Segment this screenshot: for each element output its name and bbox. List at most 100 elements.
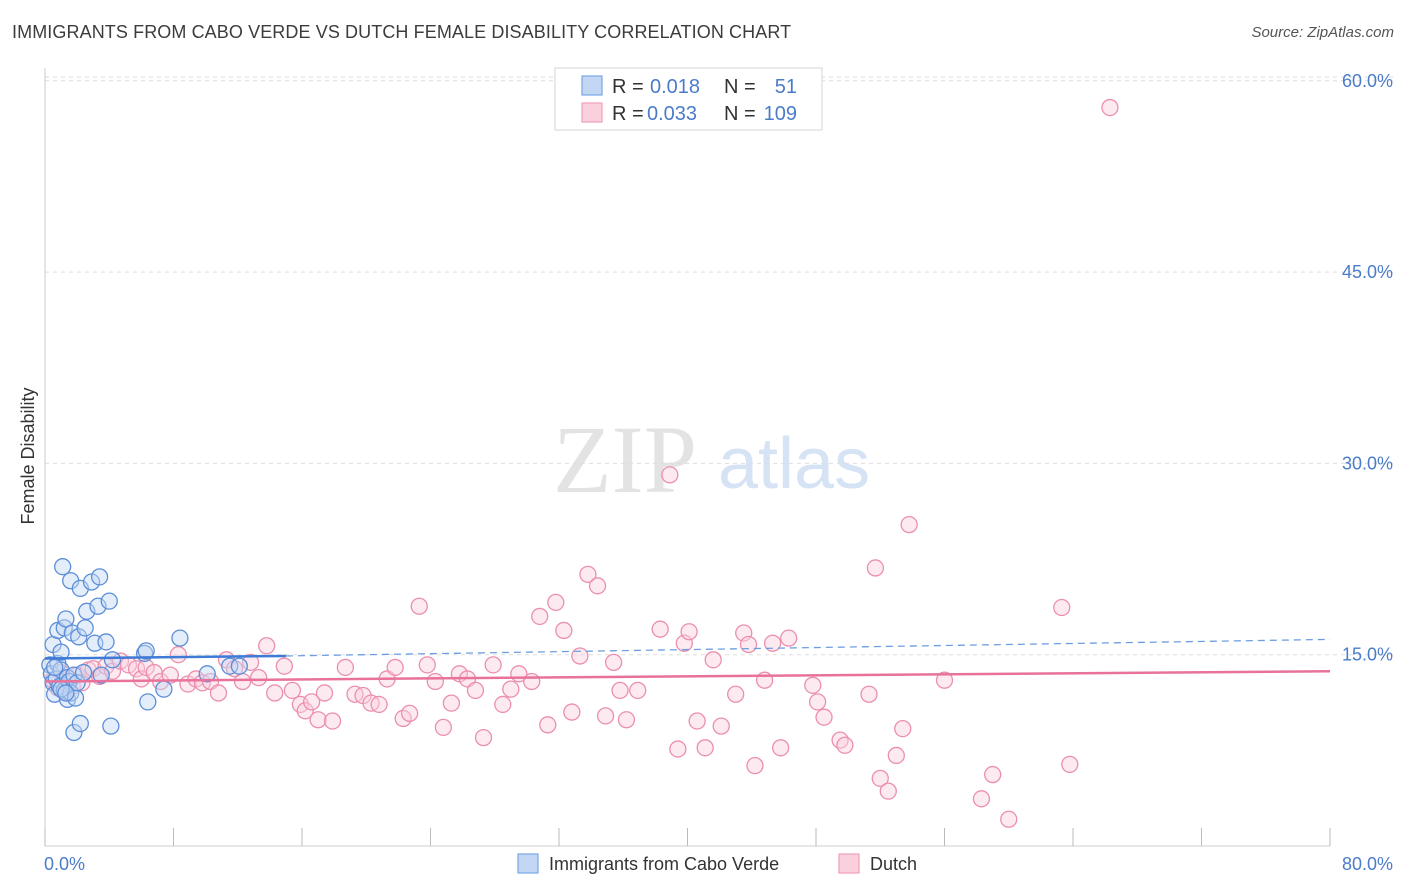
dutch-point [739,635,758,654]
dutch-point [418,656,436,674]
watermark-atlas: atlas [718,424,870,504]
cabo-verde-point [92,666,110,684]
dutch-point [860,685,878,703]
dutch-point [972,790,991,808]
dutch-point [309,711,327,729]
dutch-point [241,653,260,671]
cabo-verde-point [137,642,155,660]
dutch-point [935,671,954,689]
dutch-point [275,657,293,675]
dutch-point [900,515,918,534]
cabo-verde-point [70,628,88,646]
dutch-point [466,681,485,700]
dutch-point [780,629,798,647]
cabo-verde-point [74,663,93,682]
series-dutch-points [44,98,1119,828]
cabo-verde-point [78,602,96,620]
dutch-point [661,466,679,484]
dutch-point [696,739,714,757]
y-tick-labels: 15.0% 30.0% 45.0% 60.0% [1342,71,1393,665]
dutch-point [426,672,444,691]
dutch-point [161,666,179,684]
dutch-point [1000,810,1018,828]
dutch-point [879,782,897,800]
bottom-legend: Immigrants from Cabo Verde Dutch [517,853,917,874]
dutch-point [727,685,745,703]
cabo-verde-point [230,657,249,675]
cabo-verde-point [171,629,189,647]
dutch-point [1101,98,1119,117]
legend-n-value: 51 [775,76,797,98]
dutch-point [555,621,573,640]
cabo-verde-point [100,592,118,610]
dutch-point [611,681,629,700]
cabo-verde-point [102,717,120,735]
cabo-verde-point [54,558,72,576]
cabo-verde-point [57,610,75,628]
legend-r-label: R = [612,103,644,125]
cabo-verde-point [68,674,86,692]
cabo-verde-point [89,597,107,615]
dutch-point [323,712,342,730]
dutch-point [336,658,355,677]
dutch-point [502,680,520,698]
dutch-point [283,681,302,700]
bottom-legend-swatch-cabo-verde [517,853,539,874]
dutch-point [410,597,428,615]
cabo-verde-point [76,619,94,637]
cabo-verde-point [155,680,173,698]
x-ticks [44,828,1331,846]
dutch-point [209,684,228,702]
dutch-point [704,651,722,669]
dutch-point [831,731,849,749]
dutch-point [763,634,782,652]
cabo-verde-point [65,723,83,742]
dutch-point [866,559,885,577]
dutch-point [370,695,388,714]
watermark: ZIP atlas [553,406,870,513]
dutch-point [547,593,565,612]
dutch-point [680,623,698,641]
trend-line-cabo-verde-extension [285,638,1331,657]
legend-n-label: N = [724,76,756,98]
y-gridlines [45,76,1393,656]
dutch-point [315,684,334,702]
dutch-point [442,694,461,712]
trend-line-dutch [44,670,1331,683]
cabo-verde-point [62,684,80,702]
dutch-point [887,746,905,765]
dutch-point [772,739,790,757]
trend-lines [44,638,1331,683]
legend-r-value: 0.018 [650,76,700,98]
dutch-point [669,740,687,758]
trend-line-cabo-verde [44,654,286,660]
dutch-point [688,712,706,730]
cabo-verde-point [103,651,122,669]
legend-swatch-dutch [581,102,603,123]
cabo-verde-point [221,657,239,675]
dutch-point [984,765,1002,784]
dutch-point [539,716,557,734]
dutch-point [894,720,912,738]
source-label: Source: ZipAtlas.com [1251,24,1394,41]
dutch-point [836,736,854,754]
legend-swatch-cabo-verde [581,75,603,96]
bottom-legend-label-dutch: Dutch [870,854,917,874]
y-axis-title: Female Disability [18,387,38,524]
dutch-point [629,681,647,700]
dutch-point [804,676,822,694]
dutch-point [386,658,404,677]
dutch-point [596,707,615,725]
dutch-point [400,704,419,723]
dutch-point [266,684,284,702]
y-tick-label: 45.0% [1342,262,1393,282]
dutch-point [815,708,833,726]
dutch-point [712,717,730,735]
legend: R = 0.018 N = 51 R = 0.033 N = 109 [554,67,823,131]
dutch-point [746,756,764,775]
bottom-legend-swatch-dutch [838,853,860,874]
dutch-point [484,656,502,674]
chart-title: IMMIGRANTS FROM CABO VERDE VS DUTCH FEMA… [12,22,792,42]
y-tick-label: 30.0% [1342,453,1393,473]
